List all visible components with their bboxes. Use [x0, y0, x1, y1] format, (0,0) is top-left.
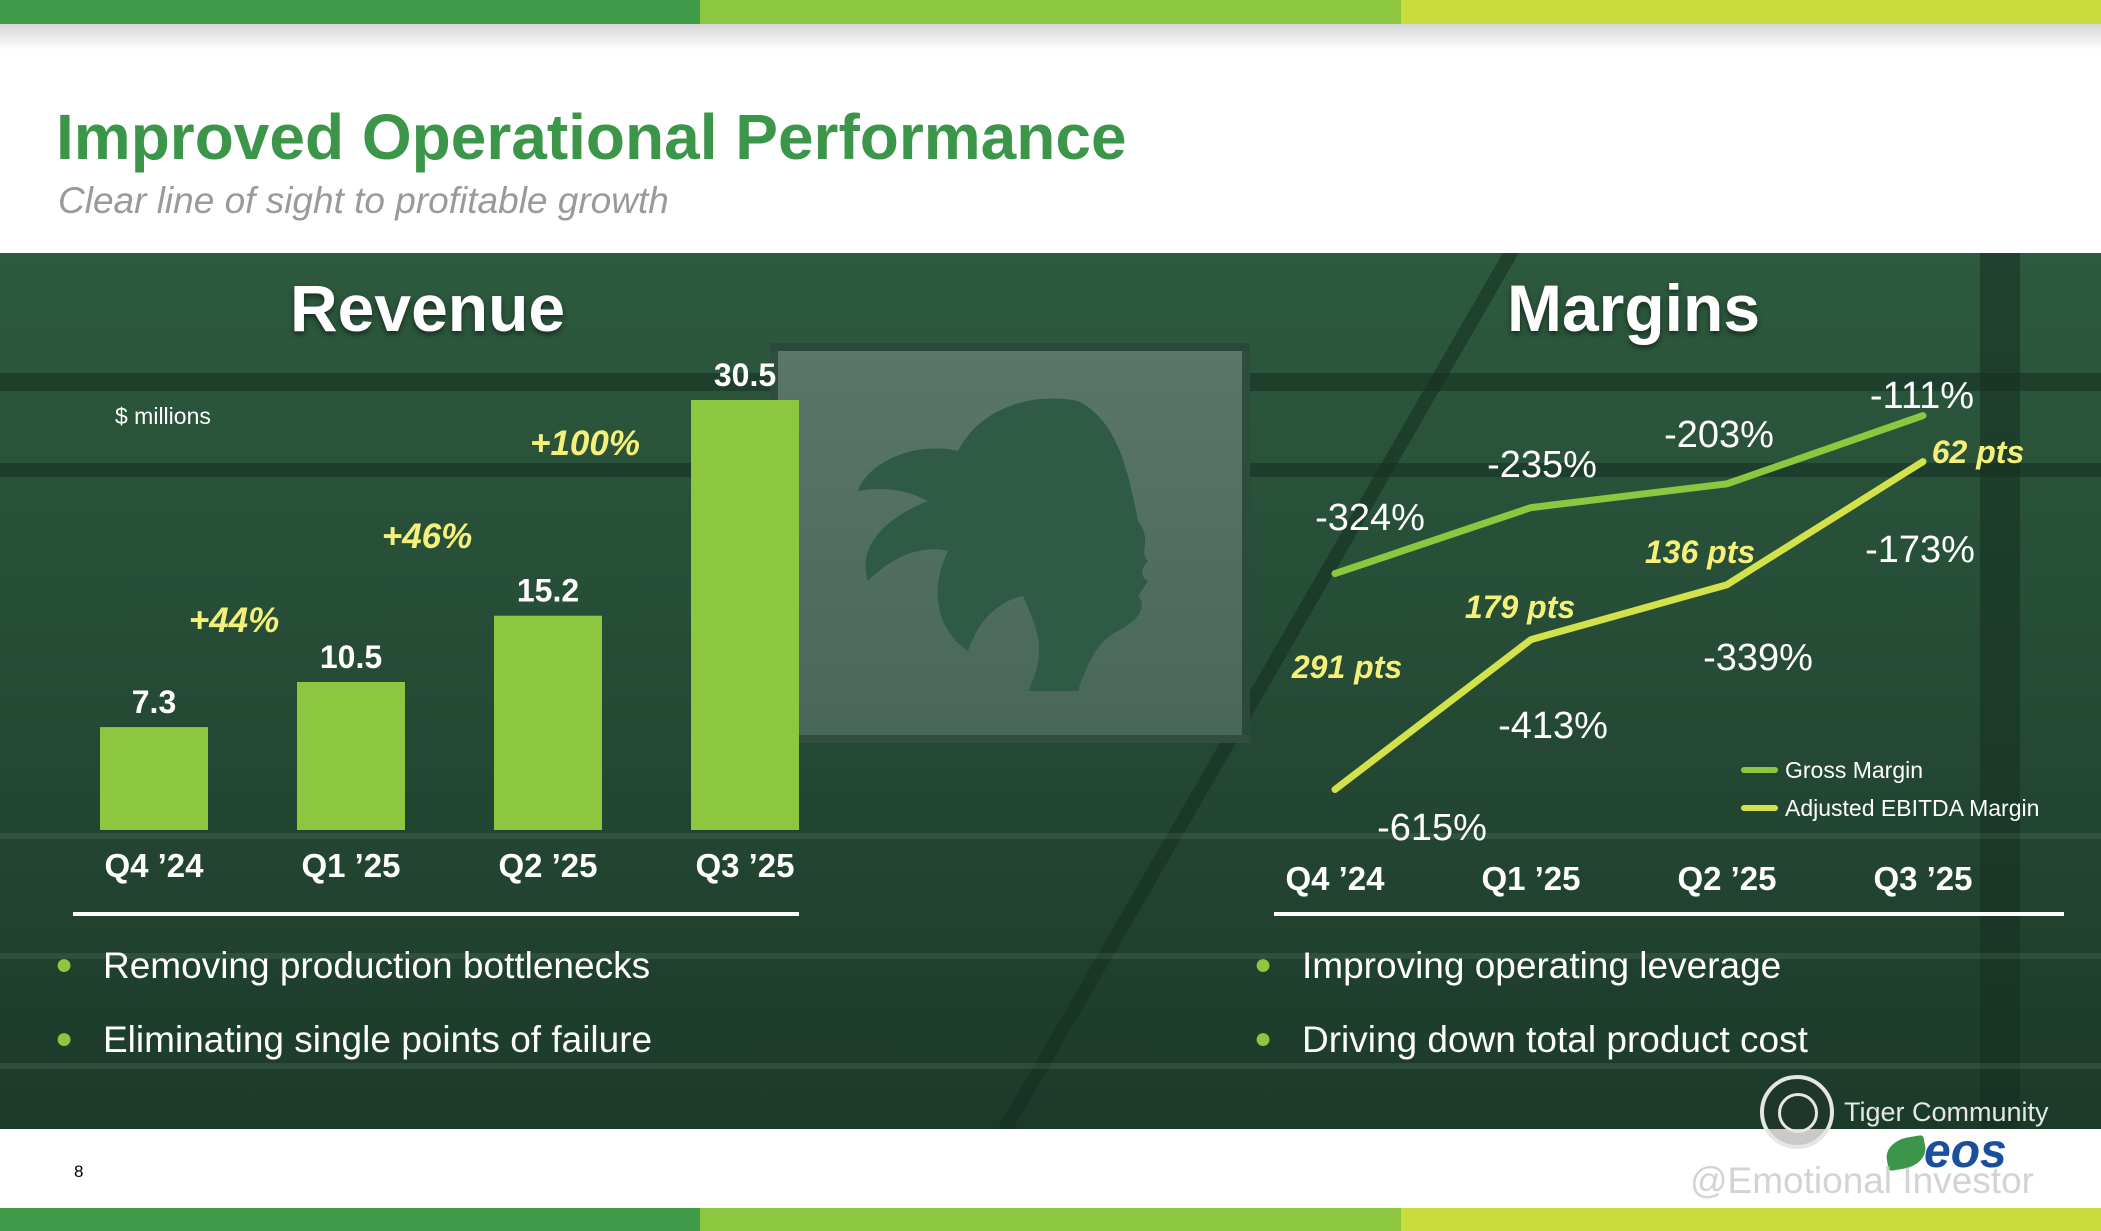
- legend-label: Gross Margin: [1785, 757, 1923, 783]
- roof-column: [1980, 253, 2020, 1129]
- bar-value-label: 10.5: [320, 639, 382, 675]
- x-axis-tick-label: Q2 ’25: [1677, 860, 1776, 897]
- eos-logo: eos: [1883, 1124, 2036, 1180]
- shelf-ridge: [0, 953, 2101, 959]
- data-label: -615%: [1377, 807, 1487, 849]
- bottom-color-stripe: [0, 1208, 2101, 1231]
- bullet-dot-icon: ●: [1254, 948, 1273, 981]
- improvement-annotation: 291 pts: [1291, 649, 1402, 685]
- page-number: 8: [74, 1162, 84, 1181]
- revenue-bullet-list: ● Removing production bottlenecks ● Elimin…: [55, 945, 652, 1093]
- slide-title: Improved Operational Performance: [56, 101, 1127, 173]
- growth-annotation: +100%: [530, 424, 640, 463]
- data-label: -413%: [1498, 705, 1608, 747]
- revenue-units-label: $ millions: [115, 403, 211, 429]
- brand-sign-background: [770, 343, 1250, 743]
- eos-logo-text: eos: [1924, 1125, 2007, 1178]
- data-label: -173%: [1865, 529, 1975, 571]
- bullet-text: Improving operating leverage: [1302, 945, 1782, 986]
- tiger-community-icon: [1760, 1075, 1834, 1149]
- bar-value-label: 15.2: [517, 573, 579, 609]
- improvement-annotation: 62 pts: [1932, 434, 2024, 470]
- bullet-item: ● Improving operating leverage: [1254, 945, 1808, 987]
- growth-annotation: +46%: [382, 517, 473, 556]
- bullet-text: Driving down total product cost: [1302, 1019, 1808, 1060]
- shelf-ridge: [0, 1063, 2101, 1069]
- revenue-divider: [73, 912, 799, 916]
- bullet-item: ● Driving down total product cost: [1254, 1019, 1808, 1061]
- growth-annotation: +44%: [189, 601, 280, 640]
- x-axis-tick-label: Q4 ’24: [104, 847, 204, 884]
- bullet-dot-icon: ●: [55, 948, 74, 981]
- data-point: [1921, 413, 1925, 418]
- bullet-item: ● Eliminating single points of failure: [55, 1019, 652, 1061]
- data-point: [1333, 787, 1337, 792]
- data-label: -111%: [1870, 375, 1974, 417]
- tiger-community-label: Tiger Community: [1844, 1097, 2049, 1127]
- bar: [494, 615, 602, 830]
- top-color-stripe: [0, 0, 2101, 24]
- bar: [691, 400, 799, 830]
- improvement-annotation: 179 pts: [1465, 589, 1575, 625]
- margins-heading: Margins: [1507, 271, 1761, 345]
- margins-divider: [1274, 912, 2064, 916]
- x-axis-tick-label: Q3 ’25: [695, 847, 794, 884]
- data-label: -203%: [1664, 414, 1774, 456]
- improvement-annotation: 136 pts: [1645, 534, 1755, 570]
- data-point: [1529, 505, 1533, 510]
- x-axis-tick-label: Q3 ’25: [1873, 860, 1972, 897]
- series-line-adjusted-ebitda-margin: [1331, 458, 1927, 793]
- slide-subtitle: Clear line of sight to profitable growth: [58, 180, 669, 221]
- data-label: -235%: [1487, 444, 1597, 486]
- data-point: [1529, 637, 1533, 642]
- data-label: -324%: [1315, 497, 1425, 539]
- bar-value-label: 30.5: [714, 357, 776, 393]
- revenue-heading: Revenue: [290, 271, 566, 345]
- bar: [297, 681, 405, 830]
- data-point: [1725, 582, 1729, 587]
- margins-bullet-list: ● Improving operating leverage ● Driving d…: [1254, 945, 1808, 1093]
- bar: [100, 727, 208, 830]
- watermark-credit: @Emotional Investor: [1690, 1160, 2034, 1201]
- bullet-text: Eliminating single points of failure: [103, 1019, 653, 1060]
- x-axis-tick-label: Q4 ’24: [1285, 860, 1385, 897]
- bullet-item: ● Removing production bottlenecks: [55, 945, 652, 987]
- shelf-ridge: [0, 833, 2101, 839]
- bullet-text: Removing production bottlenecks: [103, 945, 651, 986]
- data-point: [1921, 459, 1925, 464]
- bar-value-label: 7.3: [132, 684, 176, 720]
- data-label: -339%: [1703, 637, 1813, 679]
- data-point: [1725, 481, 1729, 486]
- bullet-dot-icon: ●: [55, 1022, 74, 1055]
- data-point: [1333, 571, 1337, 576]
- header-shadow: [0, 24, 2101, 50]
- bullet-dot-icon: ●: [1254, 1022, 1273, 1055]
- legend-label: Adjusted EBITDA Margin: [1785, 795, 2039, 821]
- silhouette-logo: [858, 398, 1148, 691]
- content-panel: [0, 253, 2101, 1129]
- series-line-gross-margin: [1331, 412, 1927, 578]
- x-axis-tick-label: Q2 ’25: [498, 847, 597, 884]
- x-axis-tick-label: Q1 ’25: [1481, 860, 1580, 897]
- x-axis-tick-label: Q1 ’25: [301, 847, 400, 884]
